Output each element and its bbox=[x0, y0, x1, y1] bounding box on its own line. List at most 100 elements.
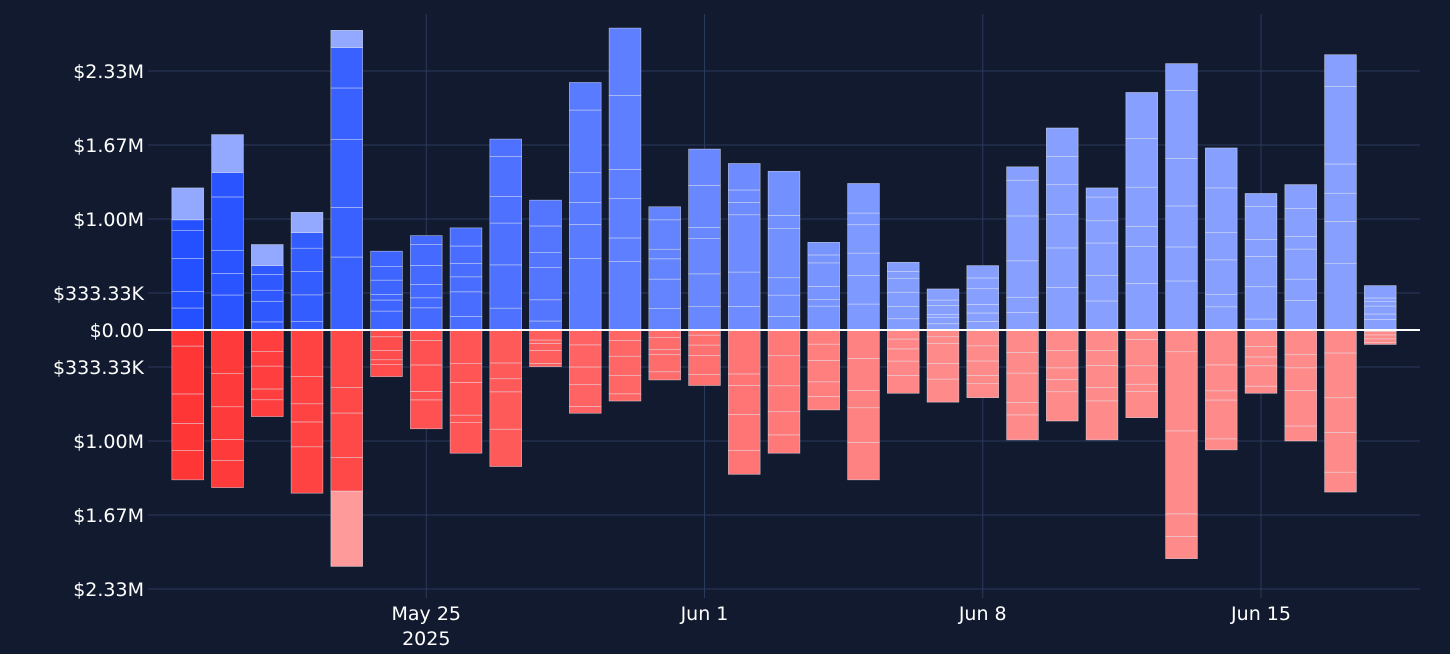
inflow-segment bbox=[1324, 54, 1357, 87]
x-tick-label: Jun 8 bbox=[958, 603, 1007, 625]
outflow-segment bbox=[1324, 329, 1357, 354]
outflow-segment bbox=[966, 383, 999, 399]
outflow-segment bbox=[1244, 329, 1278, 347]
outflow-segment bbox=[211, 373, 244, 408]
outflow-segment bbox=[728, 329, 761, 375]
inflow-segment bbox=[807, 286, 840, 300]
inflow-segment bbox=[529, 199, 562, 227]
outflow-segment bbox=[807, 329, 840, 345]
outflow-segment bbox=[887, 348, 920, 362]
outflow-segment bbox=[330, 387, 363, 414]
outflow-segment bbox=[608, 355, 642, 376]
outflow-segment bbox=[966, 345, 999, 362]
inflow-segment bbox=[1046, 287, 1079, 331]
y-tick-label: $1.00M bbox=[73, 431, 144, 453]
inflow-segment bbox=[251, 244, 284, 266]
inflow-segment bbox=[330, 256, 363, 331]
inflow-segment bbox=[1085, 275, 1119, 302]
inflow-segment bbox=[648, 219, 681, 250]
inflow-segment bbox=[966, 265, 999, 279]
inflow-segment bbox=[807, 299, 840, 307]
inflow-segment bbox=[728, 163, 761, 191]
outflow-segment bbox=[1165, 536, 1198, 559]
outflow-segment bbox=[449, 363, 483, 383]
outflow-segment bbox=[1364, 338, 1397, 343]
inflow-segment bbox=[847, 212, 880, 226]
inflow-segment bbox=[410, 265, 443, 285]
inflow-segment bbox=[489, 264, 522, 309]
inflow-segment bbox=[1205, 294, 1238, 308]
outflow-segment bbox=[1046, 367, 1079, 380]
y-tick-label: $0.00 bbox=[90, 320, 144, 342]
outflow-segment bbox=[1085, 400, 1119, 441]
outflow-segment bbox=[290, 421, 324, 448]
outflow-segment bbox=[1364, 334, 1397, 340]
outflow-segment bbox=[171, 393, 204, 424]
outflow-segment bbox=[1165, 351, 1198, 432]
inflow-segment bbox=[449, 316, 483, 331]
inflow-segment bbox=[1324, 163, 1357, 194]
inflow-segment bbox=[1125, 283, 1158, 331]
inflow-segment bbox=[1324, 86, 1357, 165]
outflow-segment bbox=[330, 329, 363, 388]
outflow-segment bbox=[211, 439, 244, 461]
outflow-segment bbox=[449, 329, 483, 364]
outflow-segment bbox=[171, 450, 204, 481]
outflow-segment bbox=[1006, 352, 1039, 374]
outflow-segment bbox=[410, 329, 443, 341]
inflow-segment bbox=[767, 215, 801, 229]
inflow-segment bbox=[569, 172, 602, 203]
inflow-segment bbox=[171, 291, 204, 309]
outflow-segment bbox=[847, 390, 880, 409]
x-tick-label: Jun 1 bbox=[680, 603, 729, 625]
inflow-segment bbox=[1205, 147, 1238, 189]
outflow-segment bbox=[767, 329, 801, 357]
outflow-segment bbox=[1125, 391, 1158, 418]
outflow-segment bbox=[728, 385, 761, 415]
inflow-segment bbox=[966, 321, 999, 331]
outflow-segment bbox=[1006, 372, 1039, 403]
inflow-segment bbox=[370, 299, 403, 312]
outflow-segment bbox=[1284, 367, 1317, 391]
outflow-segment bbox=[171, 345, 204, 395]
inflow-segment bbox=[171, 258, 204, 292]
inflow-segment bbox=[251, 300, 284, 323]
inflow-segment bbox=[211, 172, 244, 198]
outflow-segment bbox=[569, 329, 602, 346]
outflow-segment bbox=[171, 423, 204, 451]
outflow-segment bbox=[489, 428, 522, 467]
outflow-segment bbox=[847, 358, 880, 391]
inflow-segment bbox=[1006, 215, 1039, 262]
inflow-segment bbox=[966, 277, 999, 290]
outflow-segment bbox=[569, 366, 602, 385]
outflow-segment bbox=[926, 329, 960, 338]
inflow-segment bbox=[290, 294, 324, 322]
inflow-segment bbox=[529, 225, 562, 253]
outflow-segment bbox=[569, 344, 602, 368]
inflow-segment bbox=[1364, 297, 1397, 302]
inflow-segment bbox=[1244, 256, 1278, 288]
outflow-segment bbox=[728, 450, 761, 475]
inflow-segment bbox=[211, 196, 244, 251]
outflow-segment bbox=[807, 360, 840, 383]
outflow-segment bbox=[290, 329, 324, 377]
inflow-segment bbox=[1085, 220, 1119, 244]
outflow-segment bbox=[449, 414, 483, 423]
inflow-segment bbox=[608, 261, 642, 331]
inflow-segment bbox=[728, 189, 761, 203]
inflow-segment bbox=[966, 304, 999, 314]
outflow-segment bbox=[410, 391, 443, 401]
outflow-segment bbox=[1205, 329, 1238, 366]
inflow-segment bbox=[330, 29, 363, 48]
outflow-segment bbox=[648, 337, 681, 350]
inflow-segment bbox=[1046, 183, 1079, 215]
inflow-segment bbox=[1244, 193, 1278, 207]
inflow-segment bbox=[847, 252, 880, 276]
inflow-segment bbox=[728, 271, 761, 307]
y-tick-label: $333.33K bbox=[53, 283, 145, 305]
outflow-segment bbox=[966, 360, 999, 376]
axes: $2.33M $1.67M $1.00M $333.33K $0.00 $333.33K $… bbox=[53, 61, 1420, 650]
inflow-segment bbox=[847, 183, 880, 214]
inflow-segment bbox=[410, 244, 443, 266]
inflow-segment bbox=[608, 198, 642, 239]
